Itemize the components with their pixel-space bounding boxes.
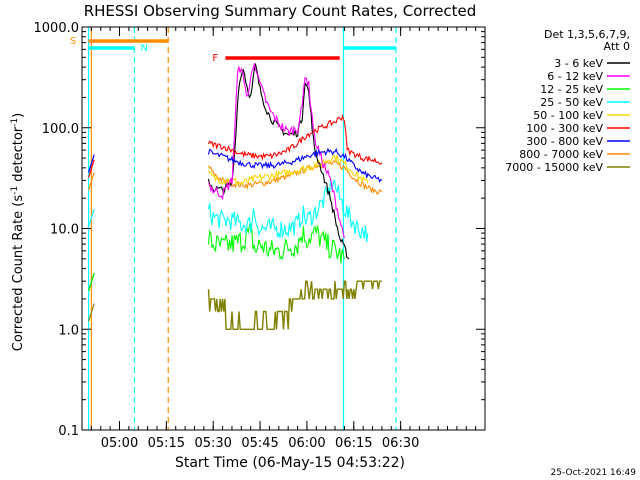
x-tick-label: 05:15 bbox=[148, 436, 185, 451]
legend-label: 300 - 800 keV bbox=[526, 135, 603, 148]
series-stub bbox=[87, 273, 95, 292]
x-tick-label: 05:30 bbox=[194, 436, 231, 451]
y-axis-label: Corrected Count Rate (s-1 detector-1) bbox=[10, 113, 26, 351]
plot-frame bbox=[81, 26, 486, 431]
series-line-ol700015000 bbox=[207, 280, 382, 330]
series-stub bbox=[87, 154, 95, 173]
legend-label: 12 - 25 keV bbox=[540, 83, 603, 96]
legend-header: Det 1,3,5,6,7,9, bbox=[544, 28, 630, 41]
flag-label: S bbox=[70, 36, 76, 47]
legend-label: 25 - 50 keV bbox=[540, 96, 603, 109]
series-stub bbox=[87, 303, 95, 322]
x-tick-label: 06:30 bbox=[382, 436, 419, 451]
x-tick-label: 05:45 bbox=[241, 436, 278, 451]
y-tick-label: 100.0 bbox=[42, 122, 79, 137]
series-line-y50100 bbox=[208, 154, 369, 186]
legend-label: 50 - 100 keV bbox=[533, 109, 603, 122]
x-tick-label: 06:15 bbox=[335, 436, 372, 451]
x-tick-label: 05:00 bbox=[101, 436, 138, 451]
x-tick-label: 06:00 bbox=[288, 436, 325, 451]
legend-label: 800 - 7000 keV bbox=[519, 148, 603, 161]
series-line-m612 bbox=[208, 63, 345, 239]
flag-label: N bbox=[140, 43, 147, 54]
series-stub bbox=[87, 172, 95, 191]
chart-title: RHESSI Observing Summary Count Rates, Co… bbox=[84, 2, 477, 20]
svg-text:Corrected Count Rate (s-1 dete: Corrected Count Rate (s-1 detector-1) bbox=[10, 113, 26, 351]
legend-label: 100 - 300 keV bbox=[526, 122, 603, 135]
y-tick-label: 10.0 bbox=[50, 223, 79, 238]
x-axis-label: Start Time (06-May-15 04:53:22) bbox=[175, 455, 405, 471]
y-tick-label: 1000.0 bbox=[34, 21, 80, 36]
series-line-c2550 bbox=[207, 178, 369, 243]
footer-timestamp: 25-Oct-2021 16:49 bbox=[551, 468, 637, 478]
legend-label: 7000 - 15000 keV bbox=[505, 161, 603, 174]
series-stub bbox=[87, 208, 95, 227]
legend-header: Att 0 bbox=[604, 40, 630, 53]
legend-label: 6 - 12 keV bbox=[547, 70, 603, 83]
series-stub bbox=[87, 159, 95, 178]
y-tick-label: 0.1 bbox=[58, 424, 79, 439]
series-line-r100300 bbox=[207, 113, 383, 165]
series-line-o8007000 bbox=[208, 160, 383, 195]
y-tick-label: 1.0 bbox=[58, 323, 79, 338]
series-line-b300800 bbox=[207, 147, 383, 184]
series-line-g1225 bbox=[207, 223, 345, 264]
legend-label: 3 - 6 keV bbox=[554, 57, 603, 70]
flag-label: F bbox=[212, 53, 218, 64]
